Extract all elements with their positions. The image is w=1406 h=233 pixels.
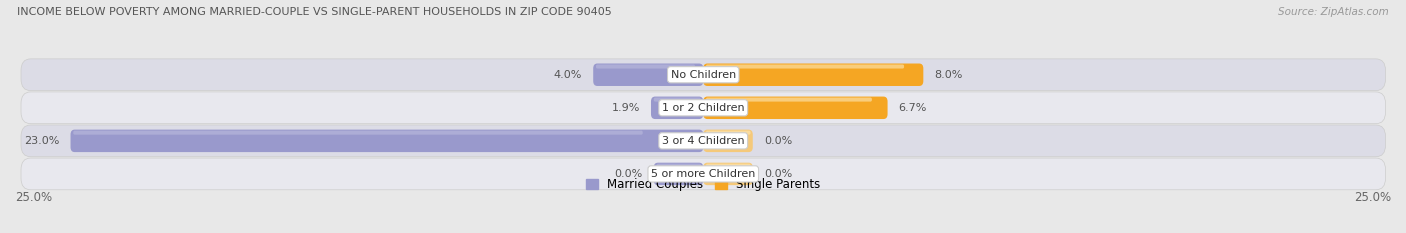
FancyBboxPatch shape bbox=[21, 158, 1385, 190]
FancyBboxPatch shape bbox=[703, 163, 752, 185]
FancyBboxPatch shape bbox=[706, 65, 904, 69]
Legend: Married Couples, Single Parents: Married Couples, Single Parents bbox=[581, 173, 825, 196]
Text: 3 or 4 Children: 3 or 4 Children bbox=[662, 136, 745, 146]
FancyBboxPatch shape bbox=[593, 64, 703, 86]
FancyBboxPatch shape bbox=[703, 96, 887, 119]
Text: 23.0%: 23.0% bbox=[24, 136, 59, 146]
Text: 0.0%: 0.0% bbox=[614, 169, 643, 179]
FancyBboxPatch shape bbox=[657, 164, 702, 168]
Text: 0.0%: 0.0% bbox=[763, 169, 792, 179]
FancyBboxPatch shape bbox=[706, 131, 751, 135]
Text: 25.0%: 25.0% bbox=[15, 191, 52, 204]
Text: No Children: No Children bbox=[671, 70, 735, 80]
FancyBboxPatch shape bbox=[654, 163, 703, 185]
Text: 8.0%: 8.0% bbox=[935, 70, 963, 80]
FancyBboxPatch shape bbox=[706, 164, 751, 168]
Text: INCOME BELOW POVERTY AMONG MARRIED-COUPLE VS SINGLE-PARENT HOUSEHOLDS IN ZIP COD: INCOME BELOW POVERTY AMONG MARRIED-COUPL… bbox=[17, 7, 612, 17]
Text: 1.9%: 1.9% bbox=[612, 103, 640, 113]
FancyBboxPatch shape bbox=[651, 96, 703, 119]
FancyBboxPatch shape bbox=[21, 92, 1385, 124]
FancyBboxPatch shape bbox=[73, 131, 643, 135]
FancyBboxPatch shape bbox=[703, 130, 752, 152]
Text: 0.0%: 0.0% bbox=[763, 136, 792, 146]
FancyBboxPatch shape bbox=[21, 125, 1385, 157]
Text: 1 or 2 Children: 1 or 2 Children bbox=[662, 103, 745, 113]
FancyBboxPatch shape bbox=[70, 130, 703, 152]
FancyBboxPatch shape bbox=[654, 98, 700, 102]
FancyBboxPatch shape bbox=[706, 98, 872, 102]
Text: 4.0%: 4.0% bbox=[554, 70, 582, 80]
Text: 6.7%: 6.7% bbox=[898, 103, 927, 113]
FancyBboxPatch shape bbox=[703, 64, 924, 86]
Text: 5 or more Children: 5 or more Children bbox=[651, 169, 755, 179]
FancyBboxPatch shape bbox=[596, 65, 695, 69]
FancyBboxPatch shape bbox=[21, 59, 1385, 91]
Text: 25.0%: 25.0% bbox=[1354, 191, 1391, 204]
Text: Source: ZipAtlas.com: Source: ZipAtlas.com bbox=[1278, 7, 1389, 17]
